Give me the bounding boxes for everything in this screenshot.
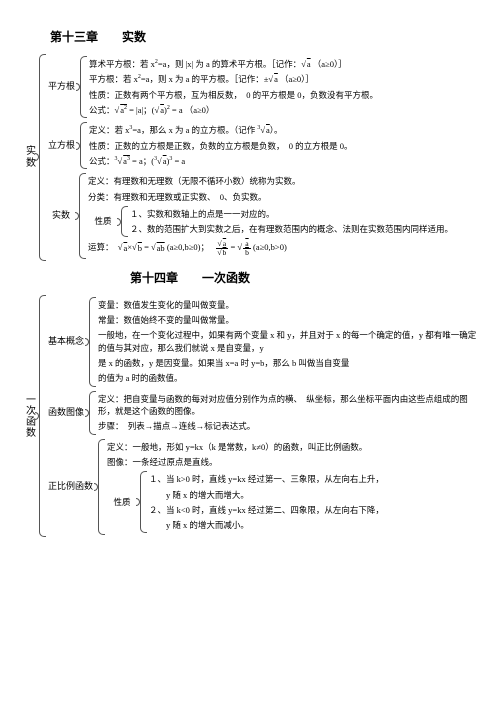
node-cube-root: 立方根 定义：若 x3=a，那么 x 为 a 的立方根。（记作 3√a）。 性质… — [46, 122, 480, 169]
root-label-yici: 一次函数 — [22, 295, 36, 538]
node-square-root: 平方根 算术平方根：若 x2=a，则 |x| 为 a 的算术平方根。［记作：√a… — [46, 56, 480, 118]
root-label-shishu: 实数 — [22, 54, 36, 261]
line: 步骤： 列表→描点→连线→标记表达式。 — [98, 420, 480, 432]
line: 算术平方根：若 x2=a，则 |x| 为 a 的算术平方根。［记作：√a （a≥… — [89, 58, 480, 70]
node-basic: 基本概念 变量：数值发生变化的量叫做变量。 常量：数值始终不变的量叫做常量。 一… — [46, 297, 480, 387]
chapter14-tree: 一次函数 基本概念 变量：数值发生变化的量叫做变量。 常量：数值始终不变的量叫做… — [22, 295, 480, 538]
label-propfn: 正比例函数 — [46, 439, 95, 536]
brace-icon — [86, 391, 96, 435]
line: 的值为 a 时的函数值。 — [98, 372, 480, 384]
label-prop: 性质 — [88, 206, 118, 238]
line: 平方根：若 x2=a，则 x 为 a 的平方根。［记作：±√a （a≥0）］ — [89, 73, 480, 85]
line: y 随 x 的增大而增大。 — [149, 489, 480, 501]
line: ２、数的范围扩大到实数之后，在有理数范围内的概念、法则在实数范围内同样适用。 — [130, 223, 480, 235]
line: 常量：数值始终不变的量叫做常量。 — [98, 314, 480, 326]
line: 是 x 的函数，y 是因变量。如果当 x=a 时 y=b，那么 b 叫做当自变量 — [98, 357, 480, 369]
label-reals: 实数 — [46, 173, 76, 259]
chapter14-title: 第十四章 一次函数 — [130, 269, 480, 287]
line: 运算： √a×√b = √ab (a≥0,b≥0)； √a√b = √ab (a… — [88, 240, 480, 256]
line: 定义：有理数和无理数（无限不循环小数）统称为实数。 — [88, 175, 480, 187]
chapter13-tree: 实数 平方根 算术平方根：若 x2=a，则 |x| 为 a 的算术平方根。［记作… — [22, 54, 480, 261]
line: 性质：正数的立方根是正数，负数的立方根是负数， 0 的立方根是 0。 — [89, 140, 480, 152]
brace-icon — [95, 439, 105, 536]
line: 图像：一条经过原点是直线。 — [107, 456, 480, 468]
label-prop: 性质 — [107, 471, 137, 533]
line: 公式：√a2 = |a|；(√a)2 = a （a≥0） — [89, 104, 480, 116]
line: 定义：把自变量与函数的每对对应值分别作为点的横、 纵坐标，那么坐标平面内由这些点… — [98, 393, 480, 418]
line: ２、当 k<0 时，直线 y=kx 经过第二、四象限，从左向右下降， — [149, 504, 480, 516]
line: 一般地，在一个变化过程中，如果有两个变量 x 和 y，并且对于 x 的每一个确定… — [98, 329, 480, 354]
line: y 随 x 的增大而减小。 — [149, 519, 480, 531]
line: 定义：一般地，形如 y=kx（k 是常数，k≠0）的函数，叫正比例函数。 — [107, 441, 480, 453]
chapter13-title: 第十三章 实数 — [50, 28, 480, 46]
line: 分类：有理数和无理数或正实数、 0、负实数。 — [88, 191, 480, 203]
node-propfn-prop: 性质 １、当 k>0 时，直线 y=kx 经过第一、三象限，从左向右上升， y … — [107, 471, 480, 533]
line: 公式：3√a3 = a；(3√a)3 = a — [89, 155, 480, 167]
node-reals-prop: 性质 １、实数和数轴上的点是一一对应的。 ２、数的范围扩大到实数之后，在有理数范… — [88, 206, 480, 238]
line: 变量：数值发生变化的量叫做变量。 — [98, 299, 480, 311]
line: 性质：正数有两个平方根，互为相反数， 0 的平方根是 0，负数没有平方根。 — [89, 89, 480, 101]
brace-icon — [77, 56, 87, 118]
brace-icon — [77, 122, 87, 169]
brace-icon — [76, 173, 86, 259]
node-reals: 实数 定义：有理数和无理数（无限不循环小数）统称为实数。 分类：有理数和无理数或… — [46, 173, 480, 259]
brace-icon — [36, 295, 46, 538]
label-cube-root: 立方根 — [46, 122, 77, 169]
line: １、实数和数轴上的点是一一对应的。 — [130, 208, 480, 220]
label-square-root: 平方根 — [46, 56, 77, 118]
brace-icon — [36, 54, 46, 261]
node-propfn: 正比例函数 定义：一般地，形如 y=kx（k 是常数，k≠0）的函数，叫正比例函… — [46, 439, 480, 536]
brace-icon — [86, 297, 96, 387]
brace-icon — [118, 206, 128, 238]
line: １、当 k>0 时，直线 y=kx 经过第一、三象限，从左向右上升， — [149, 473, 480, 485]
label-basic: 基本概念 — [46, 297, 86, 387]
node-graph: 函数图像 定义：把自变量与函数的每对对应值分别作为点的横、 纵坐标，那么坐标平面… — [46, 391, 480, 435]
line: 定义：若 x3=a，那么 x 为 a 的立方根。（记作 3√a）。 — [89, 124, 480, 136]
brace-icon — [137, 471, 147, 533]
label-graph: 函数图像 — [46, 391, 86, 435]
